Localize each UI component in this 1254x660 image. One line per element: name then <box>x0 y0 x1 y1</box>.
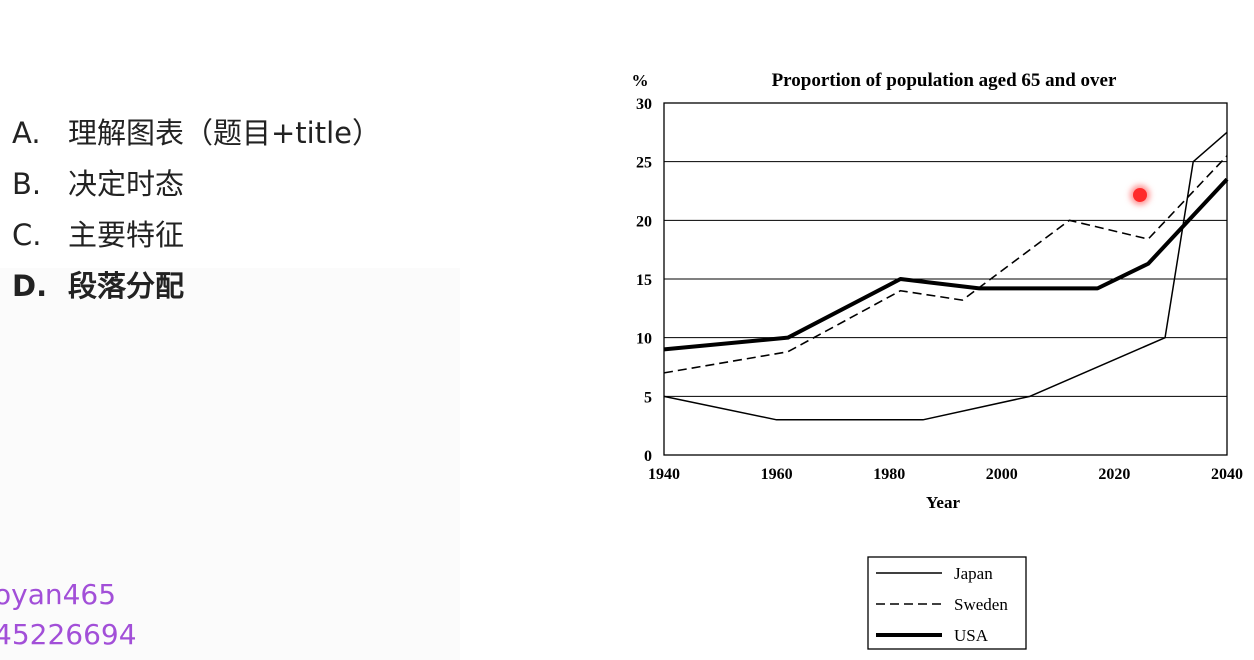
watermark-line-2: 45226694 <box>0 618 137 651</box>
y-tick-label: 30 <box>636 96 652 113</box>
x-tick-label: 2020 <box>1098 466 1130 483</box>
laser-pointer-dot <box>1133 188 1147 202</box>
outline-letter: D. <box>12 269 48 303</box>
outline-text: 主要特征 <box>68 218 185 252</box>
x-tick-label: 2040 <box>1211 466 1243 483</box>
outline-item-c: C. 主要特征 <box>12 212 381 263</box>
outline-letter: A. <box>12 116 41 150</box>
x-tick-label: 1980 <box>873 466 905 483</box>
legend-label-usa: USA <box>954 626 989 645</box>
outline-text: 段落分配 <box>68 269 185 303</box>
legend-label-sweden: Sweden <box>954 595 1008 614</box>
series-line-japan <box>663 131 1228 421</box>
y-tick-label: 20 <box>636 213 652 230</box>
y-tick-label: 15 <box>636 272 652 289</box>
y-tick-label: 10 <box>636 331 652 348</box>
slide-panel <box>0 268 460 660</box>
y-axis-unit: % <box>632 71 649 90</box>
outline-item-b: B. 决定时态 <box>12 161 381 212</box>
outline-letter: C. <box>12 218 42 252</box>
x-axis-label: Year <box>926 493 960 512</box>
gridlines <box>664 161 1227 397</box>
outline-letter: B. <box>12 167 42 201</box>
outline-item-a: A. 理解图表（题目+title） <box>12 110 381 161</box>
y-tick-label: 5 <box>644 389 652 406</box>
tick-labels: 0 5 10 15 20 25 30 1940 1960 1980 2000 2020 2040 <box>636 96 1243 483</box>
series-line-sweden <box>663 155 1228 374</box>
outline-item-d: D. 段落分配 <box>12 263 381 314</box>
x-tick-label: 2000 <box>986 466 1018 483</box>
x-tick-label: 1940 <box>648 466 680 483</box>
plot-frame <box>663 102 1228 456</box>
legend-label-japan: Japan <box>954 564 993 583</box>
series-lines <box>663 131 1229 421</box>
chart-title: Proportion of population aged 65 and ove… <box>772 70 1117 91</box>
watermark-line-1: oyan465 <box>0 578 117 611</box>
y-tick-label: 25 <box>636 155 652 172</box>
series-line-usa <box>663 177 1229 352</box>
x-tick-label: 1960 <box>761 466 793 483</box>
outline-list: A. 理解图表（题目+title） B. 决定时态 C. 主要特征 D. 段落分配 <box>12 110 381 314</box>
outline-text: 决定时态 <box>68 167 185 201</box>
legend: Japan Sweden USA <box>867 556 1027 650</box>
y-tick-label: 0 <box>644 448 652 465</box>
outline-text: 理解图表（题目+title） <box>68 116 381 150</box>
